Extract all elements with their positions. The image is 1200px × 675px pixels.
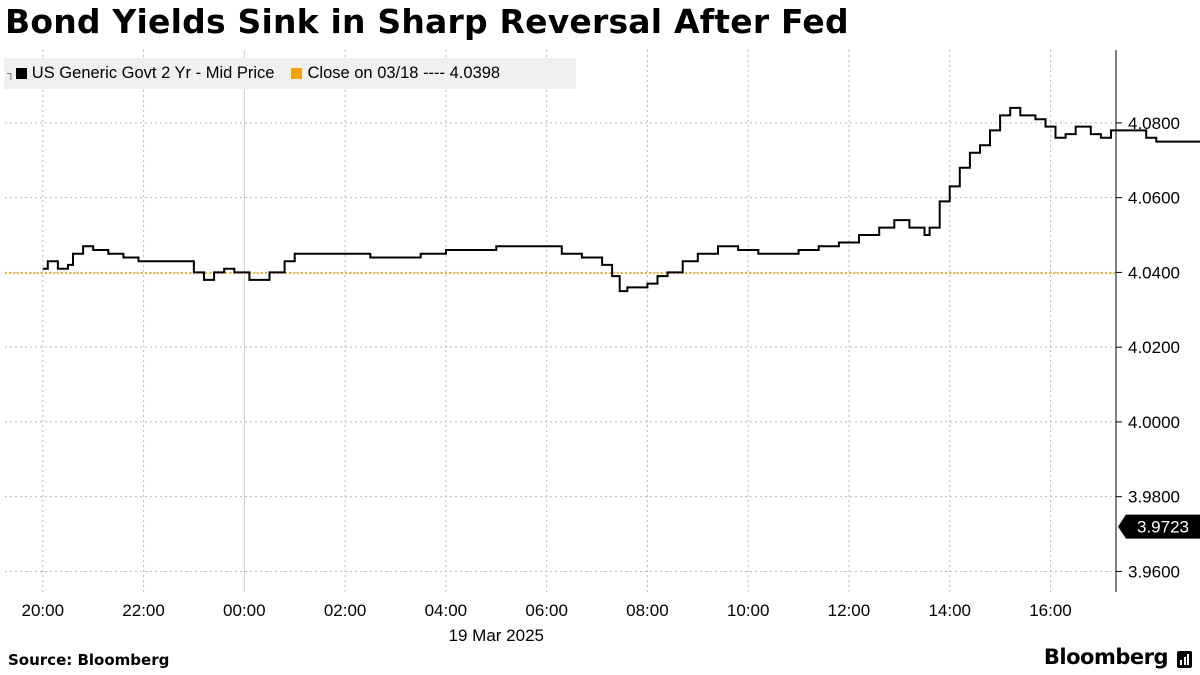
x-tick-label: 12:00 xyxy=(828,601,871,620)
source-name: Bloomberg xyxy=(77,651,170,669)
legend-swatch-reference xyxy=(291,68,303,79)
y-tick-label: 3.9800 xyxy=(1128,488,1180,507)
chart-title: Bond Yields Sink in Sharp Reversal After… xyxy=(5,2,849,41)
y-tick-label: 4.0000 xyxy=(1128,413,1180,432)
x-tick-label: 16:00 xyxy=(1029,601,1072,620)
grid-lines xyxy=(5,50,1116,592)
x-tick-label: 22:00 xyxy=(122,601,165,620)
x-date-label: 19 Mar 2025 xyxy=(449,626,544,645)
legend-item-reference: Close on 03/18 ---- 4.0398 xyxy=(291,64,500,83)
legend-label-series: US Generic Govt 2 Yr - Mid Price xyxy=(31,64,275,82)
legend-item-series: ┐ US Generic Govt 2 Yr - Mid Price xyxy=(4,64,274,83)
x-tick-label: 10:00 xyxy=(727,601,770,620)
x-tick-label: 04:00 xyxy=(425,601,468,620)
last-value-badge xyxy=(1118,514,1200,539)
y-tick-label: 4.0800 xyxy=(1128,114,1180,133)
last-value-callout: 3.9723 xyxy=(1118,514,1200,539)
source-note: Source: Bloomberg xyxy=(8,651,169,669)
y-tick-label: 3.9600 xyxy=(1128,562,1180,581)
x-tick-label: 08:00 xyxy=(626,601,669,620)
legend: ┐ US Generic Govt 2 Yr - Mid Price Close… xyxy=(4,58,576,89)
brand-logo: Bloomberg xyxy=(1043,645,1169,669)
x-tick-label: 06:00 xyxy=(525,601,568,620)
y-tick-label: 4.0600 xyxy=(1128,189,1180,208)
x-tick-label: 02:00 xyxy=(324,601,367,620)
axes: 4.0800 4.0600 4.0400 4.0200 4.0000 3.9800 3.96… xyxy=(22,50,1200,645)
y-tick-label: 4.0200 xyxy=(1128,338,1180,357)
legend-label-reference: Close on 03/18 ---- 4.0398 xyxy=(307,64,501,82)
y-tick-label: 4.0400 xyxy=(1128,263,1180,282)
legend-swatch-series xyxy=(15,68,27,79)
line-chart-icon: ┐ xyxy=(7,67,15,80)
last-value-label: 3.9723 xyxy=(1137,518,1189,537)
bloomberg-terminal-icon xyxy=(1177,651,1192,668)
series-line-2yr-yield xyxy=(42,106,1200,293)
series-layer xyxy=(42,106,1200,293)
x-tick-label: 00:00 xyxy=(223,601,266,620)
source-label: Source: xyxy=(8,651,73,669)
x-tick-label: 20:00 xyxy=(22,601,65,620)
x-tick-label: 14:00 xyxy=(928,601,971,620)
